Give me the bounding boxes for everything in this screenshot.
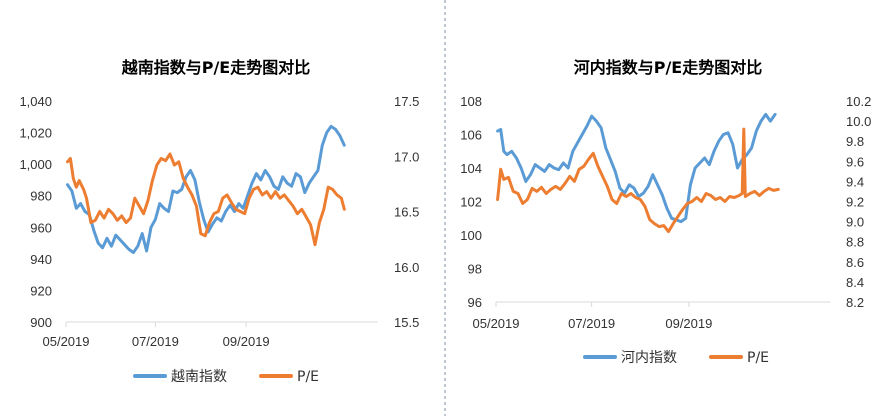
- vn-index-chart: 越南指数与P/E走势图对比 900 920 940 960 980 1,000 1,020 1…: [19, 58, 419, 385]
- y-right-tick-label: 8.2: [846, 295, 864, 310]
- y-left-tick-label: 98: [468, 262, 482, 277]
- x-tick-label: 09/2019: [665, 316, 712, 331]
- legend-label-hnx-index: 河内指数: [621, 350, 677, 366]
- y-right-tick-label: 10.0: [846, 114, 871, 129]
- y-right-tick-label: 15.5: [394, 315, 419, 330]
- y-right-tick-label: 9.4: [846, 174, 864, 189]
- x-tick-label: 07/2019: [568, 316, 615, 331]
- series-line-vn-index: [66, 124, 346, 254]
- y-left-tick-label: 106: [460, 128, 482, 143]
- x-tick-label: 05/2019: [43, 334, 90, 349]
- y-right-tick-label: 9.2: [846, 195, 864, 210]
- y-right-tick-label: 9.6: [846, 154, 864, 169]
- chart-title-hnx-index: 河内指数与P/E走势图对比: [574, 58, 763, 77]
- y-right-tick-label: 17.0: [394, 149, 419, 164]
- y-left-tick-label: 100: [460, 228, 482, 243]
- y-right-tick-label: 17.5: [394, 94, 419, 109]
- y-right-tick-label: 9.8: [846, 134, 864, 149]
- y-right-tick-label: 9.0: [846, 215, 864, 230]
- y-left-tick-label: 1,020: [19, 126, 52, 141]
- y-left-tick-label: 960: [30, 220, 52, 235]
- legend-label-vn-index: 越南指数: [171, 369, 227, 385]
- y-right-tick-label: 8.4: [846, 275, 864, 290]
- y-left-tick-label: 940: [30, 252, 52, 267]
- y-left-tick-label: 104: [460, 161, 482, 176]
- chart-title-vn-index: 越南指数与P/E走势图对比: [121, 58, 311, 77]
- x-tick-label: 07/2019: [132, 334, 179, 349]
- y-left-tick-label: 1,000: [19, 157, 52, 172]
- y-left-tick-label: 96: [468, 295, 482, 310]
- legend-label-pe: P/E: [747, 350, 769, 366]
- series-line-pe: [66, 152, 346, 247]
- y-left-tick-label: 102: [460, 195, 482, 210]
- y-right-tick-label: 8.8: [846, 235, 864, 250]
- y-left-tick-label: 1,040: [19, 94, 52, 109]
- series-line-pe: [496, 127, 780, 234]
- x-tick-label: 05/2019: [473, 316, 520, 331]
- y-left-tick-label: 920: [30, 283, 52, 298]
- y-right-tick-label: 8.6: [846, 255, 864, 270]
- y-left-tick-label: 980: [30, 189, 52, 204]
- x-tick-label: 09/2019: [223, 334, 270, 349]
- series-line-hnx-index: [496, 112, 777, 224]
- y-right-tick-label: 16.0: [394, 260, 419, 275]
- y-right-tick-label: 10.2: [846, 94, 871, 109]
- legend-label-pe: P/E: [297, 369, 319, 385]
- y-right-tick-label: 16.5: [394, 205, 419, 220]
- hnx-index-chart: 河内指数与P/E走势图对比 96 98 100 102 104 106 108 8.2 8.4 8…: [460, 58, 871, 366]
- y-left-tick-label: 900: [30, 315, 52, 330]
- y-left-tick-label: 108: [460, 94, 482, 109]
